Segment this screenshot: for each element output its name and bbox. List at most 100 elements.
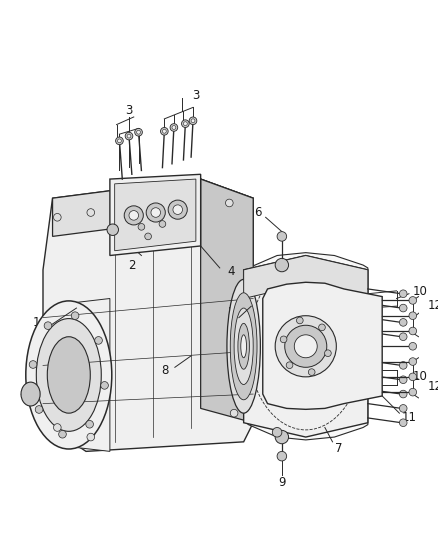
- Text: 2: 2: [128, 259, 136, 272]
- Circle shape: [285, 325, 327, 367]
- Circle shape: [399, 419, 407, 426]
- Ellipse shape: [241, 335, 247, 358]
- Polygon shape: [201, 179, 253, 423]
- Polygon shape: [43, 179, 253, 451]
- Circle shape: [189, 117, 197, 125]
- Polygon shape: [263, 282, 382, 409]
- Circle shape: [172, 126, 176, 130]
- Circle shape: [35, 406, 43, 413]
- Polygon shape: [244, 255, 368, 437]
- Circle shape: [53, 214, 61, 221]
- Ellipse shape: [47, 337, 90, 413]
- Circle shape: [146, 203, 165, 222]
- Circle shape: [160, 127, 168, 135]
- Circle shape: [44, 322, 52, 329]
- Ellipse shape: [36, 319, 101, 431]
- Circle shape: [101, 382, 108, 389]
- Text: 8: 8: [162, 364, 169, 377]
- Text: 3: 3: [192, 90, 200, 102]
- Circle shape: [71, 312, 79, 319]
- Circle shape: [275, 430, 289, 444]
- Circle shape: [159, 221, 166, 228]
- Circle shape: [409, 312, 417, 319]
- Text: 4: 4: [227, 265, 235, 278]
- Circle shape: [181, 120, 189, 127]
- Circle shape: [125, 132, 133, 140]
- Circle shape: [184, 122, 187, 126]
- Text: 10: 10: [413, 370, 428, 383]
- Text: 3: 3: [125, 104, 133, 117]
- Circle shape: [294, 335, 317, 358]
- Circle shape: [318, 324, 325, 330]
- Polygon shape: [244, 255, 368, 298]
- Ellipse shape: [21, 382, 40, 406]
- Circle shape: [409, 327, 417, 335]
- Text: 6: 6: [254, 206, 262, 219]
- Circle shape: [117, 139, 121, 143]
- Text: 9: 9: [278, 477, 286, 489]
- Circle shape: [280, 336, 287, 343]
- Text: 12: 12: [427, 380, 438, 393]
- Circle shape: [277, 451, 286, 461]
- Circle shape: [399, 390, 407, 398]
- Circle shape: [399, 333, 407, 341]
- Text: 1: 1: [32, 316, 40, 329]
- Circle shape: [129, 211, 138, 220]
- Text: 5: 5: [228, 306, 235, 319]
- Ellipse shape: [230, 293, 257, 400]
- Ellipse shape: [238, 324, 249, 369]
- Circle shape: [409, 358, 417, 366]
- Circle shape: [86, 421, 93, 428]
- Polygon shape: [247, 253, 368, 440]
- Circle shape: [170, 124, 178, 131]
- Circle shape: [173, 205, 183, 214]
- Circle shape: [399, 376, 407, 384]
- Circle shape: [29, 361, 37, 368]
- Circle shape: [95, 337, 102, 344]
- Circle shape: [151, 208, 160, 217]
- Circle shape: [297, 317, 303, 324]
- Circle shape: [230, 409, 238, 417]
- Circle shape: [409, 389, 417, 396]
- Circle shape: [53, 424, 61, 431]
- Circle shape: [277, 232, 286, 241]
- Circle shape: [409, 296, 417, 304]
- Text: 11: 11: [402, 411, 417, 424]
- Circle shape: [399, 405, 407, 412]
- Circle shape: [168, 200, 187, 219]
- Circle shape: [162, 130, 166, 133]
- Circle shape: [138, 223, 145, 230]
- Circle shape: [308, 369, 315, 375]
- Circle shape: [145, 233, 152, 240]
- Ellipse shape: [227, 279, 260, 413]
- Circle shape: [399, 361, 407, 369]
- Circle shape: [325, 350, 331, 357]
- Circle shape: [107, 224, 119, 236]
- Text: 7: 7: [336, 442, 343, 455]
- Circle shape: [116, 137, 123, 144]
- Circle shape: [399, 290, 407, 297]
- Ellipse shape: [234, 308, 253, 384]
- Circle shape: [399, 304, 407, 312]
- Polygon shape: [110, 174, 201, 255]
- Circle shape: [127, 134, 131, 138]
- Circle shape: [87, 433, 95, 441]
- Circle shape: [286, 362, 293, 368]
- Circle shape: [191, 119, 195, 123]
- Circle shape: [137, 131, 141, 134]
- Circle shape: [226, 199, 233, 207]
- Polygon shape: [115, 179, 196, 251]
- Circle shape: [399, 319, 407, 326]
- Circle shape: [59, 431, 66, 438]
- Circle shape: [275, 259, 289, 272]
- Text: 12: 12: [427, 298, 438, 312]
- Circle shape: [409, 343, 417, 350]
- Circle shape: [135, 128, 142, 136]
- Circle shape: [275, 316, 336, 377]
- Polygon shape: [69, 298, 110, 451]
- Circle shape: [272, 427, 282, 437]
- Circle shape: [87, 209, 95, 216]
- Circle shape: [409, 373, 417, 381]
- Text: 10: 10: [413, 285, 428, 298]
- Polygon shape: [53, 179, 253, 237]
